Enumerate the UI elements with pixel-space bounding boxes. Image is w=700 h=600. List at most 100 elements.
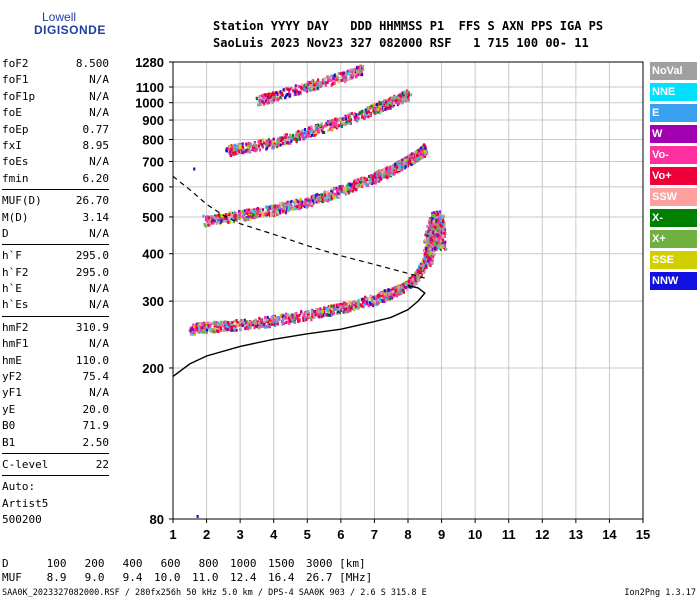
echo-point [356, 73, 360, 77]
echo-point [408, 155, 411, 159]
echo-point [321, 314, 324, 318]
param-row: h`F2 295.0 [2, 265, 109, 281]
echo-point [434, 240, 437, 244]
echo-point [231, 325, 234, 329]
param-row: fxI 8.95 [2, 138, 109, 154]
echo-point [348, 77, 351, 81]
echo-point [262, 103, 265, 107]
echo-point [443, 222, 446, 226]
echo-point [321, 125, 324, 129]
echo-point [386, 173, 389, 177]
echo-point [287, 202, 290, 206]
echo-point [284, 136, 287, 139]
legend-item-xminus: X+ [650, 230, 697, 248]
echo-point [294, 92, 297, 96]
echo-point [320, 311, 324, 315]
echo-point [428, 218, 431, 222]
echo-point [228, 150, 231, 154]
echo-point [239, 147, 242, 151]
echo-point [349, 116, 352, 120]
echo-point [245, 218, 248, 222]
echo-point [369, 174, 373, 178]
echo-point [295, 140, 298, 144]
echo-point [404, 165, 407, 169]
echo-point [331, 82, 334, 86]
distance-row: D 100 200 400 600 800 1000 1500 3000 [km] [2, 557, 372, 571]
echo-point [285, 138, 289, 142]
echo-point [430, 233, 433, 237]
echo-point [279, 143, 282, 147]
echo-point [300, 310, 303, 314]
echo-point [251, 145, 254, 149]
echo-point [316, 86, 319, 90]
param-name: MUF(D) [2, 194, 42, 208]
echo-point [375, 107, 378, 111]
echo-point [430, 228, 433, 232]
echo-point [434, 243, 437, 246]
echo-point [340, 124, 343, 128]
echo-point [356, 116, 359, 120]
echo-point [423, 154, 426, 158]
echo-point [310, 312, 313, 316]
echo-point [416, 277, 419, 281]
echo-point [435, 236, 438, 240]
echo-point [244, 149, 247, 153]
echo-point [330, 120, 333, 124]
echo-point [277, 137, 280, 141]
param-divider [2, 244, 109, 246]
echo-point [378, 175, 381, 179]
echo-point [230, 148, 233, 152]
echo-point [392, 293, 395, 297]
echo-point [246, 145, 249, 149]
echo-point [302, 316, 305, 320]
param-value: N/A [89, 73, 109, 87]
echo-point [285, 135, 289, 139]
echo-point [224, 320, 227, 324]
echo-point [216, 214, 219, 218]
echo-point [336, 308, 339, 312]
echo-point [193, 325, 196, 329]
echo-point [307, 134, 310, 138]
echo-point [206, 324, 209, 328]
echo-point [423, 152, 426, 156]
echo-point [356, 185, 359, 189]
echo-point [219, 323, 222, 327]
echo-point [422, 266, 426, 270]
param-row: yF2 75.4 [2, 369, 109, 385]
echo-point [343, 78, 346, 82]
echo-point [395, 170, 398, 174]
echo-point [232, 325, 235, 329]
d-cell: 1000 [230, 557, 257, 570]
echo-point [425, 257, 428, 260]
y-tick-label: 500 [142, 210, 164, 225]
echo-point [381, 299, 384, 303]
echo-point [426, 239, 429, 243]
echo-point [300, 312, 303, 316]
echo-point [291, 133, 295, 137]
echo-point [292, 207, 295, 211]
echo-point [337, 76, 340, 80]
echo-point [410, 93, 413, 97]
echo-point [328, 313, 331, 317]
echo-point [372, 178, 375, 182]
echo-point [279, 95, 282, 99]
echo-point [299, 92, 302, 96]
param-name: B1 [2, 435, 16, 449]
software-version: Ion2Png 1.3.17 [624, 588, 696, 598]
echo-point [248, 145, 251, 148]
echo-point [301, 129, 304, 133]
echo-point [404, 283, 407, 287]
echo-point [427, 256, 430, 260]
echo-point [437, 246, 440, 250]
param-value: N/A [89, 155, 109, 169]
echo-point [413, 161, 416, 165]
echo-point [276, 143, 279, 147]
echo-point [359, 70, 362, 74]
echo-point [386, 165, 389, 169]
echo-point [267, 212, 270, 216]
echo-point [331, 118, 334, 122]
echo-point [204, 328, 207, 332]
echo-point [193, 328, 196, 332]
echo-point [436, 212, 439, 216]
echo-point [323, 193, 326, 197]
